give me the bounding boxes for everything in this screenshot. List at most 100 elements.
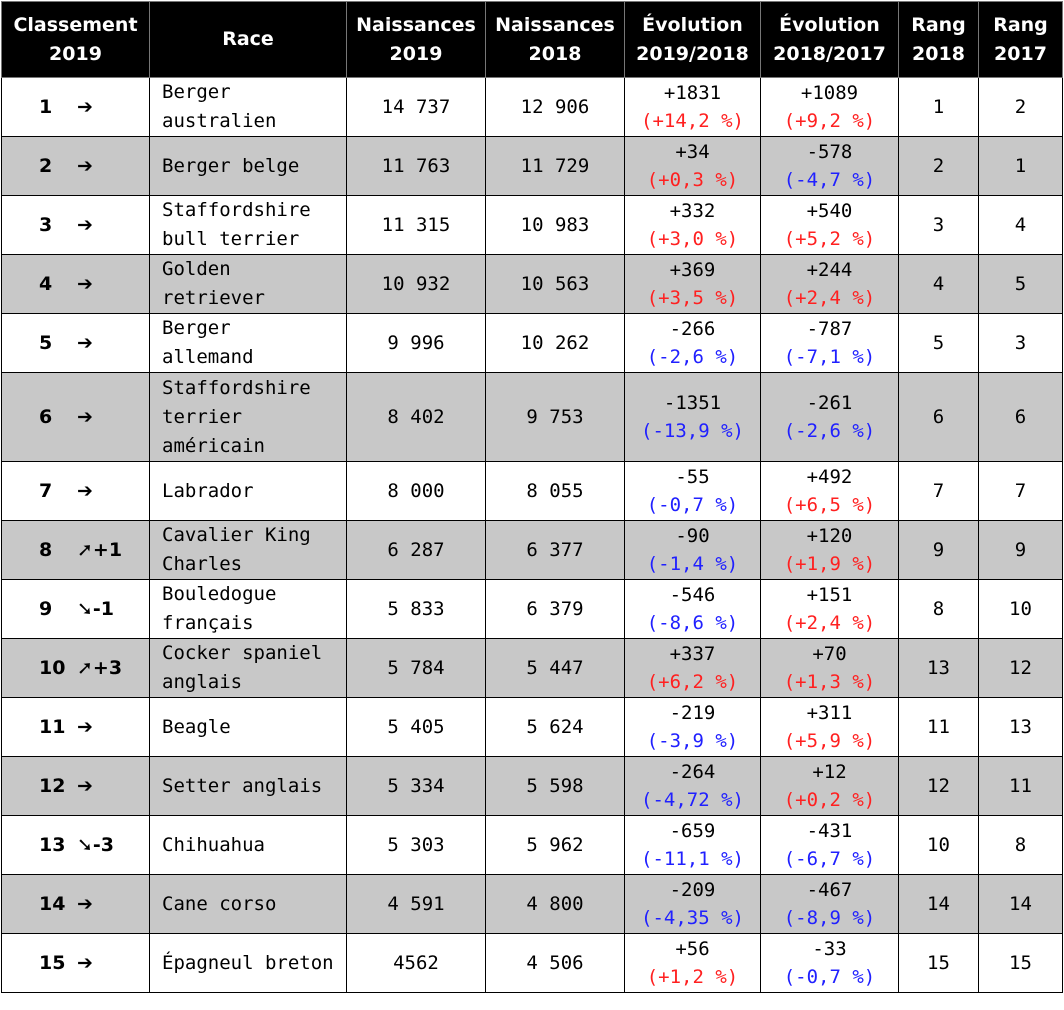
rank-2019-cell: 14 ➔ bbox=[1, 874, 150, 934]
evolution-delta: +332 bbox=[669, 200, 716, 222]
rank-2017-cell: 5 bbox=[978, 254, 1063, 314]
table-row: 10 ➚+3 Cocker spaniel anglais 5 784 5 447 +337… bbox=[1, 638, 1063, 698]
race-cell: Staffordshire terrier américain bbox=[149, 372, 347, 462]
evolution-delta: -55 bbox=[675, 466, 710, 488]
evolution-percent: (-8,6 %) bbox=[646, 612, 739, 634]
births-2018-cell: 12 906 bbox=[485, 77, 625, 137]
race-name-line: Cocker spaniel bbox=[162, 642, 323, 664]
evolution-delta: -546 bbox=[669, 584, 716, 606]
evolution-delta: -578 bbox=[806, 141, 853, 163]
rank-number: 3 bbox=[39, 214, 53, 236]
births-2018-value: 9 753 bbox=[526, 406, 584, 428]
evolution-delta: -1351 bbox=[663, 392, 722, 414]
rank-move-icon: ➔ bbox=[77, 952, 93, 974]
race-name-line: Setter anglais bbox=[162, 774, 323, 797]
rank-move-icon: ➘-3 bbox=[77, 834, 115, 856]
evolution-delta: -787 bbox=[806, 318, 853, 340]
evolution-percent: (+3,5 %) bbox=[646, 287, 739, 309]
rank-2019-cell: 15 ➔ bbox=[1, 933, 150, 993]
race-name-line: bull terrier bbox=[162, 228, 300, 250]
table-body: 1 ➔ Berger australien 14 737 12 906 +1831 (+14,… bbox=[1, 77, 1063, 993]
race-name-line: américain bbox=[162, 434, 265, 457]
race-name-line: australien bbox=[162, 110, 277, 132]
births-2019-cell: 5 784 bbox=[346, 638, 486, 698]
births-2018-cell: 4 506 bbox=[485, 933, 625, 993]
rank-2017-cell: 3 bbox=[978, 313, 1063, 373]
births-2019-cell: 11 315 bbox=[346, 195, 486, 255]
evolution-delta: +1089 bbox=[800, 82, 859, 104]
table-row: 6 ➔ Staffordshire terrier américain 8 402 9 75… bbox=[1, 372, 1063, 462]
births-2019-cell: 5 833 bbox=[346, 579, 486, 639]
race-name-line: Labrador bbox=[162, 479, 254, 502]
rank-2018-cell: 12 bbox=[898, 756, 979, 816]
evolution-percent: (+1,9 %) bbox=[783, 553, 876, 575]
evolution-2019-2018-cell: +337 (+6,2 %) bbox=[624, 638, 761, 698]
births-2019-value: 6 287 bbox=[387, 539, 445, 561]
rank-2017-value: 2 bbox=[1014, 96, 1027, 118]
births-2018-value: 5 598 bbox=[526, 775, 584, 797]
rank-2017-value: 14 bbox=[1009, 893, 1032, 915]
births-2018-value: 11 729 bbox=[520, 155, 590, 177]
births-2018-cell: 11 729 bbox=[485, 136, 625, 196]
evolution-delta: +120 bbox=[806, 525, 853, 547]
rank-move-icon: ➔ bbox=[77, 406, 93, 428]
rank-2019-cell: 5 ➔ bbox=[1, 313, 150, 373]
header-evolution-2019-2018: Évolution 2019/2018 bbox=[624, 1, 761, 78]
header-births-2019: Naissances 2019 bbox=[346, 1, 486, 78]
evolution-percent: (-0,7 %) bbox=[646, 494, 739, 516]
evolution-delta: +540 bbox=[806, 200, 853, 222]
evolution-2018-2017-cell: -261 (-2,6 %) bbox=[760, 372, 899, 462]
births-2019-cell: 4562 bbox=[346, 933, 486, 993]
rank-2018-cell: 7 bbox=[898, 461, 979, 521]
evolution-delta: -431 bbox=[806, 820, 853, 842]
evolution-percent: (+14,2 %) bbox=[641, 110, 744, 132]
rank-2018-cell: 2 bbox=[898, 136, 979, 196]
evolution-percent: (+2,4 %) bbox=[783, 287, 876, 309]
evolution-delta: +337 bbox=[669, 643, 716, 665]
rank-2019-cell: 7 ➔ bbox=[1, 461, 150, 521]
evolution-delta: -261 bbox=[806, 392, 853, 414]
table-row: 8 ➚+1 Cavalier King Charles 6 287 6 377 -90 (-1… bbox=[1, 520, 1063, 580]
births-2018-value: 5 962 bbox=[526, 834, 584, 856]
births-2019-value: 10 932 bbox=[381, 273, 451, 295]
rank-2018-value: 12 bbox=[927, 775, 950, 797]
race-cell: Épagneul breton bbox=[149, 933, 347, 993]
rank-2018-value: 2 bbox=[932, 155, 945, 177]
evolution-2018-2017-cell: -467 (-8,9 %) bbox=[760, 874, 899, 934]
rank-2018-value: 4 bbox=[932, 273, 945, 295]
rank-move-icon: ➔ bbox=[77, 214, 93, 236]
table-row: 7 ➔ Labrador 8 000 8 055 -55 (-0,7 %) +492 (+6,5… bbox=[1, 461, 1063, 521]
births-2018-cell: 5 447 bbox=[485, 638, 625, 698]
race-name-line: Chihuahua bbox=[162, 833, 265, 856]
evolution-2019-2018-cell: -264 (-4,72 %) bbox=[624, 756, 761, 816]
evolution-percent: (-2,6 %) bbox=[783, 420, 876, 442]
births-2018-cell: 10 983 bbox=[485, 195, 625, 255]
race-name-line: Berger bbox=[162, 317, 231, 339]
evolution-percent: (-4,35 %) bbox=[641, 907, 744, 929]
evolution-percent: (+9,2 %) bbox=[783, 110, 876, 132]
rank-2017-cell: 4 bbox=[978, 195, 1063, 255]
rank-2017-value: 5 bbox=[1014, 273, 1027, 295]
births-2019-cell: 11 763 bbox=[346, 136, 486, 196]
rank-2018-cell: 10 bbox=[898, 815, 979, 875]
evolution-delta: +492 bbox=[806, 466, 853, 488]
births-2018-cell: 4 800 bbox=[485, 874, 625, 934]
births-2019-value: 5 405 bbox=[387, 716, 445, 738]
evolution-delta: +56 bbox=[675, 938, 710, 960]
rank-move-icon: ➔ bbox=[77, 480, 93, 502]
rank-2018-value: 8 bbox=[932, 598, 945, 620]
rank-2019-cell: 13 ➘-3 bbox=[1, 815, 150, 875]
births-2019-value: 5 784 bbox=[387, 657, 445, 679]
evolution-delta: +369 bbox=[669, 259, 716, 281]
rank-2017-cell: 6 bbox=[978, 372, 1063, 462]
rank-move-icon: ➔ bbox=[77, 716, 93, 738]
rank-2018-value: 11 bbox=[927, 716, 950, 738]
births-2019-value: 4 591 bbox=[387, 893, 445, 915]
rank-2018-cell: 1 bbox=[898, 77, 979, 137]
births-2018-value: 10 262 bbox=[520, 332, 590, 354]
rank-2017-cell: 11 bbox=[978, 756, 1063, 816]
rank-2019-cell: 6 ➔ bbox=[1, 372, 150, 462]
evolution-percent: (-7,1 %) bbox=[783, 346, 876, 368]
rank-2017-cell: 2 bbox=[978, 77, 1063, 137]
evolution-2018-2017-cell: +151 (+2,4 %) bbox=[760, 579, 899, 639]
